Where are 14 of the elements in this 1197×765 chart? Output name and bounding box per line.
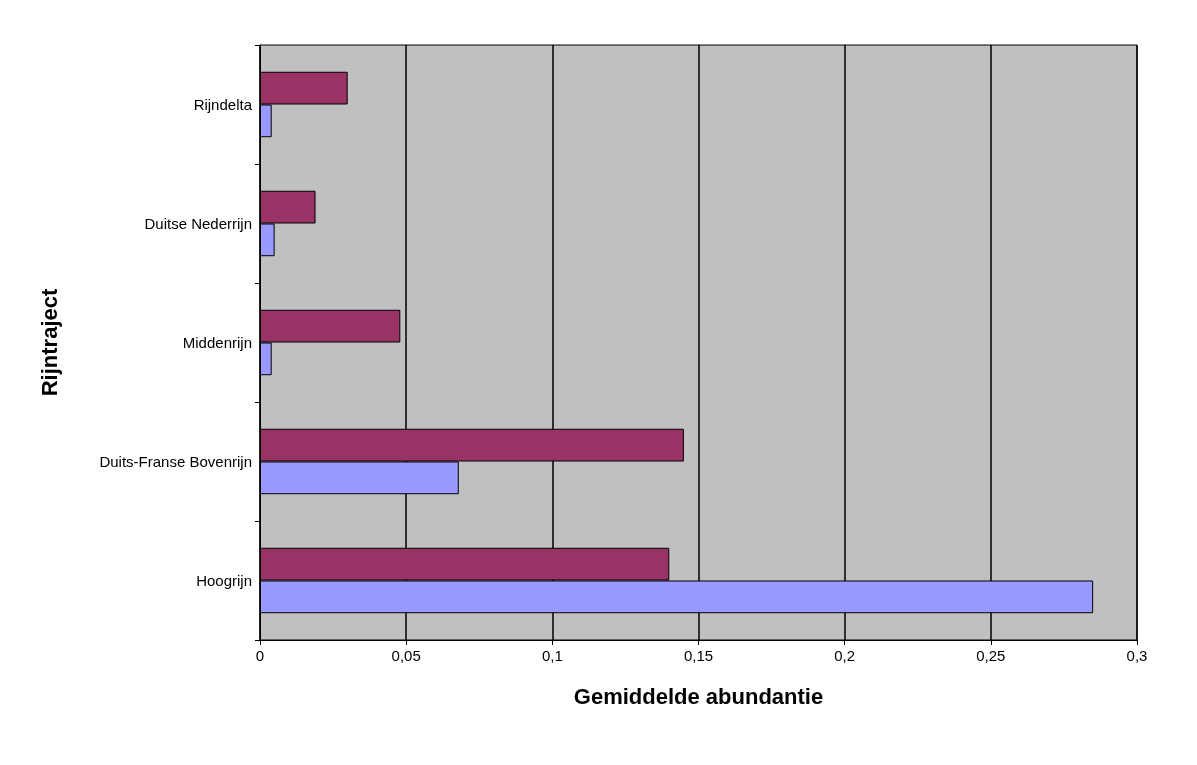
y-tick-label: Rijndelta xyxy=(193,96,253,113)
y-tick-label: Middenrijn xyxy=(182,334,252,351)
x-tick-label: 0,1 xyxy=(541,647,563,664)
y-tick-label: Duitse Nederrijn xyxy=(144,215,252,232)
y-axis-title: Rijntraject xyxy=(36,288,62,397)
x-tick-label: 0,05 xyxy=(391,647,421,664)
y-tick-label: Duits-Franse Bovenrijn xyxy=(99,453,252,470)
x-tick-label: 0,15 xyxy=(683,647,714,664)
x-tick-label: 0 xyxy=(255,647,265,664)
y-tick-label: Hoogrijn xyxy=(196,572,252,589)
x-tick-label: 0,25 xyxy=(976,647,1006,664)
x-tick-label: 0,2 xyxy=(834,647,856,664)
x-axis-title: Gemiddelde abundantie xyxy=(573,683,824,709)
x-tick-label: 0,3 xyxy=(1126,647,1148,664)
